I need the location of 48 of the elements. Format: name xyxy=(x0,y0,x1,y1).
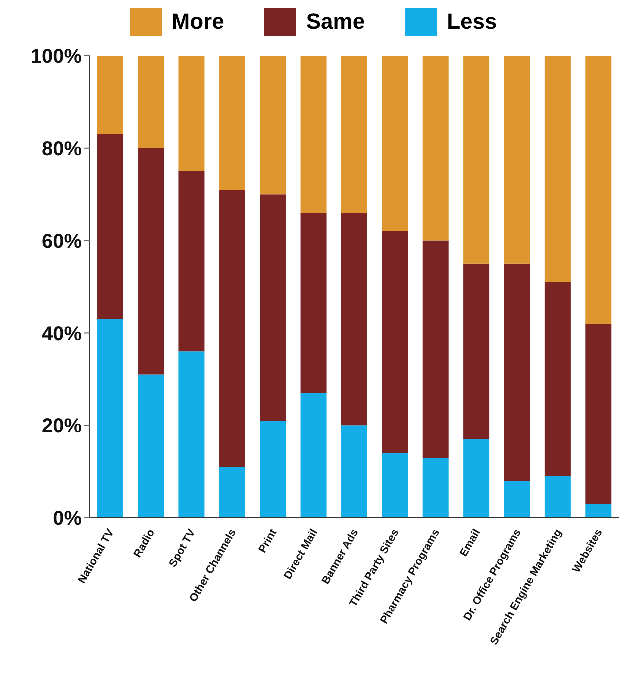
bar xyxy=(138,148,164,375)
bar xyxy=(178,56,205,172)
bar xyxy=(97,56,124,135)
bar xyxy=(341,213,368,426)
bar xyxy=(422,56,449,241)
bar xyxy=(97,134,124,320)
y-tick-label: 20% xyxy=(42,416,82,438)
bar xyxy=(504,56,530,264)
bar xyxy=(422,240,449,458)
bar xyxy=(544,282,571,476)
y-tick-label: 60% xyxy=(42,230,82,253)
bar xyxy=(464,264,490,440)
y-tick-label: 80% xyxy=(42,138,82,160)
bar xyxy=(219,56,246,190)
y-tick-label: 40% xyxy=(42,323,82,346)
bar xyxy=(464,56,490,264)
bar xyxy=(382,232,408,454)
bar xyxy=(586,324,612,504)
bar xyxy=(544,476,571,518)
bar xyxy=(97,319,124,518)
bar xyxy=(260,420,286,518)
bar xyxy=(178,352,205,518)
y-tick-label: 0% xyxy=(53,508,82,530)
bar xyxy=(341,426,368,518)
bar xyxy=(504,264,530,482)
legend-label: Same xyxy=(306,9,366,35)
bar xyxy=(341,56,368,214)
bar xyxy=(260,56,286,195)
bar xyxy=(422,458,449,518)
legend-label: More xyxy=(172,9,224,35)
bar xyxy=(382,453,408,518)
bar xyxy=(300,56,327,214)
bar xyxy=(464,439,490,518)
bar xyxy=(586,56,612,324)
bar xyxy=(219,190,246,468)
y-tick-label: 100% xyxy=(30,46,82,68)
bar xyxy=(586,504,612,518)
bar xyxy=(138,374,164,518)
bar xyxy=(300,213,327,394)
bar xyxy=(138,56,164,148)
bar xyxy=(544,56,571,282)
bar xyxy=(300,393,327,518)
bar xyxy=(219,467,246,518)
bar xyxy=(504,481,530,518)
bar xyxy=(382,56,408,232)
legend-label: Less xyxy=(447,9,498,35)
bar xyxy=(178,172,205,352)
bar xyxy=(260,194,286,421)
